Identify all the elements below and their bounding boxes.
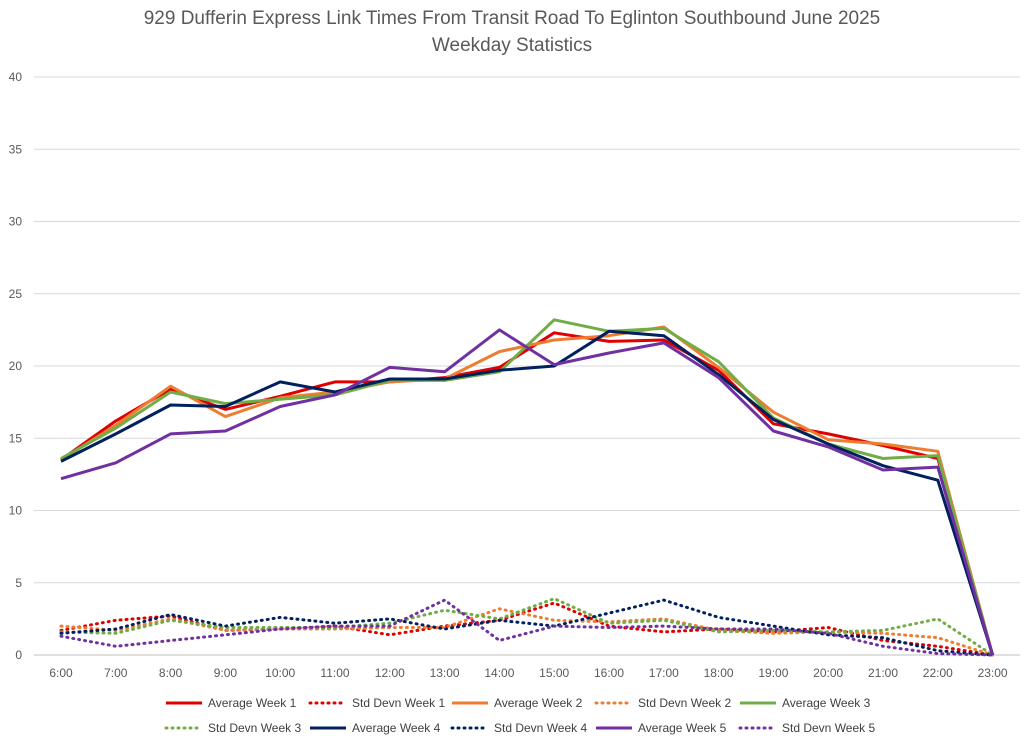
y-tick-label: 5 [15,576,22,590]
x-tick-label: 20:00 [813,666,843,680]
y-tick-label: 15 [9,431,23,445]
legend-label: Std Devn Week 2 [638,696,731,710]
x-tick-label: 22:00 [923,666,953,680]
legend-label: Average Week 4 [352,721,441,735]
series-line-average-week-1 [60,331,995,656]
x-tick-label: 13:00 [430,666,460,680]
legend-label: Average Week 1 [208,696,297,710]
series-line-average-week-2 [60,325,995,656]
y-tick-label: 0 [15,648,22,662]
y-tick-label: 40 [9,70,23,84]
x-tick-label: 21:00 [868,666,898,680]
series-line-std-devn-week-2 [59,607,995,657]
x-tick-label: 10:00 [265,666,295,680]
x-tick-label: 18:00 [704,666,734,680]
x-tick-label: 8:00 [159,666,183,680]
series-line-average-week-3 [60,318,995,656]
chart-title: 929 Dufferin Express Link Times From Tra… [143,8,881,29]
series-line-std-devn-week-4 [59,598,995,657]
x-tick-label: 7:00 [104,666,128,680]
legend-label: Std Devn Week 4 [494,721,587,735]
legend-label: Average Week 5 [638,721,727,735]
x-tick-label: 11:00 [320,666,349,680]
legend-label: Std Devn Week 3 [208,721,301,735]
x-tick-label: 12:00 [375,666,405,680]
legend-label: Std Devn Week 1 [352,696,445,710]
chart-subtitle: Weekday Statistics [431,35,593,56]
x-tick-label: 6:00 [49,666,73,680]
x-tick-label: 15:00 [539,666,569,680]
y-tick-label: 30 [9,215,23,229]
series-line-std-devn-week-1 [59,601,995,657]
legend-label: Average Week 3 [782,696,871,710]
y-tick-label: 20 [9,359,23,373]
x-tick-label: 17:00 [649,666,679,680]
x-tick-label: 14:00 [484,666,514,680]
legend-label: Average Week 2 [494,696,583,710]
y-tick-label: 35 [9,142,23,156]
series-line-average-week-5 [60,328,995,656]
series-line-average-week-4 [60,329,995,656]
y-tick-label: 10 [9,504,23,518]
x-tick-label: 16:00 [594,666,624,680]
x-tick-label: 19:00 [758,666,788,680]
series-line-std-devn-week-3 [59,597,995,657]
legend-label: Std Devn Week 5 [782,721,875,735]
x-tick-label: 9:00 [214,666,238,680]
series-line-std-devn-week-5 [59,598,995,657]
y-tick-label: 25 [9,287,23,301]
x-tick-label: 23:00 [978,666,1008,680]
